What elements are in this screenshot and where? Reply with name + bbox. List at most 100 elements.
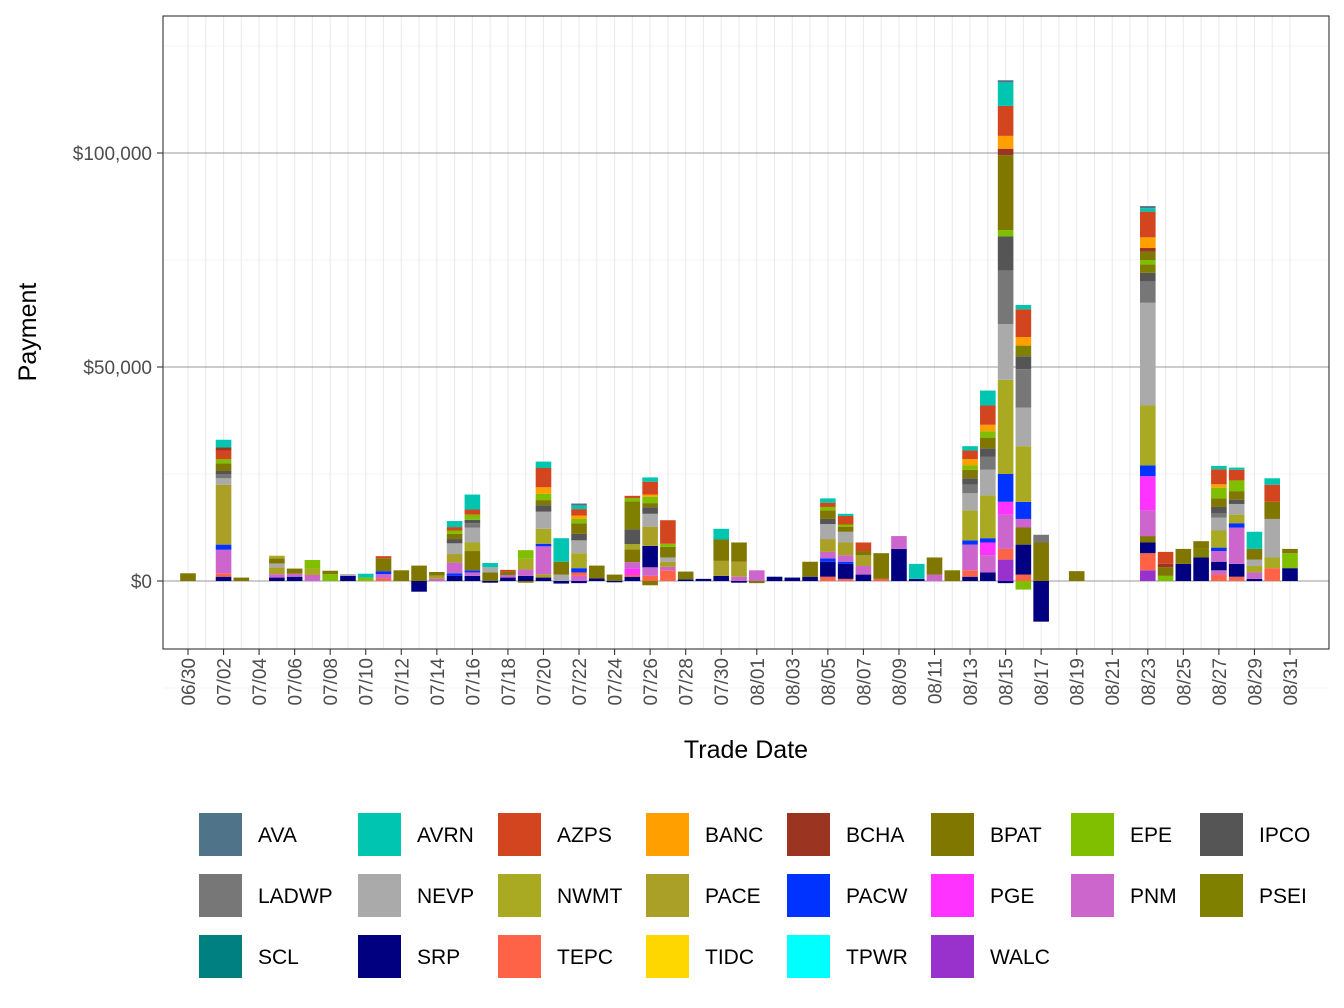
bar-segment-pnm xyxy=(269,574,285,578)
bar-segment-bpat xyxy=(1015,527,1032,545)
x-tick-label: 07/16 xyxy=(463,658,484,706)
bar-segment-epe xyxy=(1228,480,1245,492)
x-tick-label: 07/14 xyxy=(428,658,449,706)
bar-segment-srp xyxy=(624,576,641,581)
bar-segment-azps xyxy=(464,509,481,515)
bar-segment-srp xyxy=(766,576,783,581)
bar-segment-ipco xyxy=(571,533,587,541)
bar-segment-srp xyxy=(517,575,534,581)
bar-segment-srp xyxy=(855,574,872,581)
bar-segment-avrn xyxy=(820,498,836,503)
bar-segment-srp xyxy=(1282,568,1298,581)
bar-segment-srp xyxy=(713,575,730,581)
legend-key-epe xyxy=(1071,813,1114,856)
bar-segment-srp xyxy=(269,577,285,581)
bar-segment-bpat xyxy=(1139,536,1156,543)
bar-segment-banc xyxy=(962,459,978,466)
bar-segment-pnm xyxy=(1015,518,1032,528)
bar-segment-bpat xyxy=(980,437,996,449)
bar-segment-nwmt xyxy=(1015,446,1032,502)
bar-segment-nwmt xyxy=(980,495,996,539)
x-tick-label: 07/12 xyxy=(392,658,413,706)
x-tick-label: 08/05 xyxy=(819,658,840,706)
bar-segment-bpat xyxy=(393,570,410,581)
bar-segment-bpat xyxy=(233,577,250,581)
bar-segment-bpat xyxy=(713,539,730,561)
bar-segment-pge xyxy=(624,568,641,576)
bar-segment-azps xyxy=(1211,469,1227,485)
bar-segment-azps xyxy=(980,405,996,425)
x-tick-label: 07/26 xyxy=(641,658,662,706)
bar-segment-nevp xyxy=(1211,517,1227,531)
x-tick-label: 08/13 xyxy=(961,658,982,706)
bar-segment-bpat xyxy=(997,155,1014,231)
bar-segment-ipco xyxy=(820,518,836,525)
bar-segment-nevp xyxy=(215,478,232,485)
bar-segment-avrn xyxy=(553,538,570,562)
bar-segment-avrn xyxy=(357,573,374,578)
bar-segment-bpat xyxy=(748,581,765,584)
legend-label-pace: PACE xyxy=(705,885,761,908)
bar-segment-bpat xyxy=(837,526,854,532)
bar-segment-srp xyxy=(837,563,854,579)
y-tick-label: $100,000 xyxy=(73,144,152,165)
bar-segment-epe xyxy=(322,574,338,581)
bar-segment-srp xyxy=(1228,563,1245,577)
bar-segment-bpat xyxy=(571,523,587,534)
y-tick-label: $50,000 xyxy=(83,358,152,379)
bar-segment-pnm xyxy=(571,575,587,581)
bar-segment-pacw xyxy=(980,538,996,543)
bar-segment-pacw xyxy=(820,558,836,562)
bar-segment-pace xyxy=(535,574,552,578)
bar-segment-pnm xyxy=(660,566,676,571)
plot-panel-border xyxy=(162,15,1330,650)
bar-segment-tepc xyxy=(1015,574,1032,581)
legend-label-pacw: PACW xyxy=(846,885,908,908)
bar-segment-pnm xyxy=(304,575,321,581)
bar-segment-nevp xyxy=(553,574,570,581)
bar-segment-bpat xyxy=(215,463,232,472)
bar-segment-pnm xyxy=(1211,570,1227,575)
x-tick-label: 07/30 xyxy=(712,658,733,706)
bar-segment-pge xyxy=(1139,476,1156,511)
bar-segment-srp xyxy=(500,577,516,581)
bar-segment-ipco xyxy=(1139,272,1156,282)
bar-segment-pnm xyxy=(1246,572,1263,579)
bar-segment-azps xyxy=(500,569,516,572)
bar-segment-ladwp xyxy=(962,484,978,494)
bar-segment-epe xyxy=(446,530,463,534)
x-tick-label: 07/02 xyxy=(215,658,236,706)
bar-segment-epe xyxy=(304,560,321,569)
bar-segment-ava xyxy=(1139,206,1156,209)
legend-label-ipco: IPCO xyxy=(1259,824,1310,847)
bar-segment-azps xyxy=(375,556,392,559)
bar-segment-tepc xyxy=(642,575,658,581)
bar-segment-tepc xyxy=(873,578,889,581)
bar-segment-bpat xyxy=(1068,571,1085,581)
bar-segment-banc xyxy=(571,515,587,519)
bar-segment-epe xyxy=(962,465,978,470)
bar-segment-bpat xyxy=(375,558,392,572)
legend-key-pge xyxy=(931,874,974,917)
bar-segment-azps xyxy=(571,509,587,516)
grid-lines xyxy=(163,16,1329,689)
bar-segment-ipco xyxy=(624,529,641,545)
bar-segment-bcha xyxy=(997,148,1014,156)
bar-segment-ipco xyxy=(1015,356,1032,370)
bar-segment-tepc xyxy=(375,578,392,581)
bar-segment-nwmt xyxy=(1228,514,1245,524)
bar-segment-pge xyxy=(980,542,996,556)
bar-segment-srp xyxy=(1246,578,1263,581)
bar-segment-tepc xyxy=(624,575,641,577)
bar-segment-srp xyxy=(411,581,427,592)
bar-segment-nevp xyxy=(269,563,285,568)
bar-segment-nevp xyxy=(820,524,836,540)
legend-label-walc: WALC xyxy=(990,946,1050,969)
bar-segment-nevp xyxy=(535,511,552,529)
bar-segment-nevp xyxy=(1228,503,1245,515)
bar-segment-epe xyxy=(820,506,836,511)
legend-label-srp: SRP xyxy=(417,946,460,969)
bar-segment-tepc xyxy=(1228,576,1245,581)
bar-segment-bpat xyxy=(677,571,694,580)
